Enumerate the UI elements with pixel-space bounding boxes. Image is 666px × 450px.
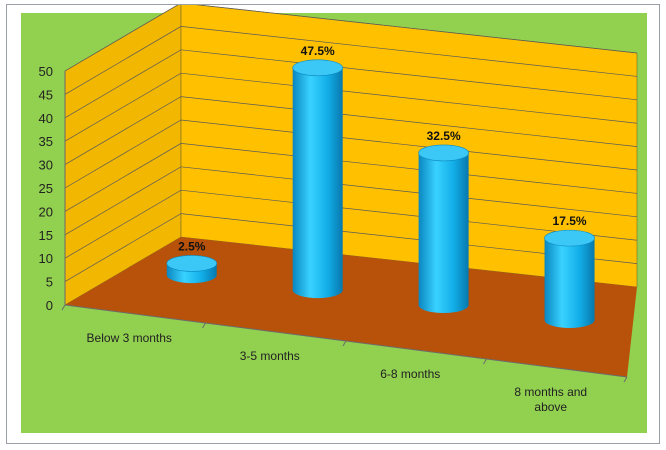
y-tick-label: 5 bbox=[46, 275, 53, 290]
x-tick bbox=[202, 322, 206, 329]
data-label: 47.5% bbox=[301, 44, 335, 58]
bar-chart: 0 5 10 15 20 25 30 35 40 45 50 2.5% 47.5% 32.5% 17.5%… bbox=[21, 5, 647, 433]
bar-top bbox=[166, 255, 218, 272]
x-tick bbox=[342, 340, 347, 347]
x-tick bbox=[623, 376, 628, 383]
gridline bbox=[64, 49, 638, 119]
data-label: 2.5% bbox=[178, 239, 206, 253]
x-tick bbox=[483, 358, 487, 365]
category-label: 3-5 months bbox=[240, 349, 300, 363]
bar-top bbox=[544, 229, 595, 247]
y-tick-label: 25 bbox=[39, 181, 53, 196]
gridline bbox=[64, 72, 638, 142]
y-axis-ticks: 0 5 10 15 20 25 30 35 40 45 50 bbox=[39, 64, 53, 313]
bar-body bbox=[292, 67, 343, 299]
y-tick-label: 15 bbox=[39, 228, 53, 243]
gridline bbox=[64, 166, 638, 236]
x-axis-categories: Below 3 months 3-5 months 6-8 months 8 mont… bbox=[87, 331, 588, 414]
x-tick bbox=[61, 304, 66, 311]
bar-body bbox=[418, 152, 469, 314]
data-label: 17.5% bbox=[553, 214, 587, 228]
bar-top bbox=[418, 144, 469, 162]
gridline bbox=[64, 143, 638, 212]
category-label: 6-8 months bbox=[380, 367, 440, 381]
y-tick-label: 50 bbox=[39, 64, 53, 79]
y-tick-label: 20 bbox=[39, 204, 53, 219]
bar-4 bbox=[544, 229, 595, 329]
axes bbox=[61, 71, 628, 383]
gridline bbox=[64, 189, 638, 259]
gridline bbox=[64, 119, 638, 189]
gridline bbox=[64, 96, 638, 165]
chart-frame: 0 5 10 15 20 25 30 35 40 45 50 2.5% 47.5% 32.5% 17.5%… bbox=[6, 4, 660, 444]
y-tick-label: 30 bbox=[39, 158, 53, 173]
gridline bbox=[64, 26, 638, 95]
bar-body bbox=[544, 238, 595, 329]
bar-top bbox=[292, 59, 343, 77]
gridline bbox=[64, 5, 638, 72]
y-tick-label: 0 bbox=[46, 298, 53, 313]
bar-3 bbox=[418, 144, 469, 314]
gridline bbox=[64, 213, 638, 282]
y-tick-label: 40 bbox=[39, 111, 53, 126]
category-label: 8 months and above bbox=[514, 385, 587, 414]
bars: 2.5% 47.5% 32.5% 17.5% bbox=[166, 44, 595, 329]
y-tick-label: 45 bbox=[39, 87, 53, 102]
bar-2 bbox=[292, 59, 343, 299]
bar-1 bbox=[166, 255, 218, 284]
data-label: 32.5% bbox=[427, 129, 461, 143]
category-label: Below 3 months bbox=[87, 331, 172, 345]
gridlines bbox=[64, 5, 638, 282]
y-tick-label: 10 bbox=[39, 251, 53, 266]
y-tick-label: 35 bbox=[39, 134, 53, 149]
